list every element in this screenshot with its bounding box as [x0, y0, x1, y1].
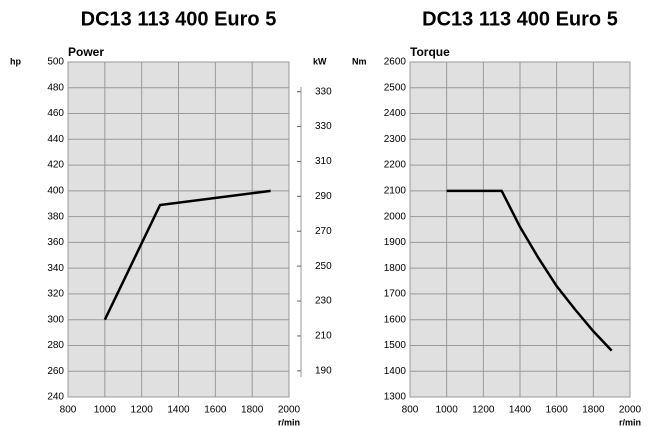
- y-tick-label: 400: [47, 185, 64, 196]
- y-tick-label: 300: [47, 314, 64, 325]
- chart-subtitle: Torque: [410, 45, 450, 59]
- x-tick-label: 1200: [131, 405, 154, 416]
- y-tick-label: 500: [47, 57, 64, 68]
- y2-tick-label: 310: [315, 156, 332, 167]
- x-tick-label: 1200: [472, 405, 495, 416]
- data-line: [446, 189, 613, 352]
- y-tick-label: 1800: [384, 263, 407, 274]
- y-tick-label: 1600: [384, 314, 407, 325]
- x-tick-label: 2000: [619, 405, 642, 416]
- y-tick-label: 240: [47, 392, 64, 403]
- y-tick-label: 360: [47, 237, 64, 248]
- y-tick-label: 1900: [384, 237, 407, 248]
- x-tick-label: 800: [402, 405, 419, 416]
- chart-subtitle: Power: [68, 45, 104, 59]
- y-tick-label: 2200: [384, 160, 407, 171]
- chart-title: DC13 113 400 Euro 5: [81, 8, 277, 30]
- y2-tick-label: 250: [315, 261, 332, 272]
- x-tick-label: 800: [60, 405, 77, 416]
- x-tick-label: 1800: [582, 405, 605, 416]
- y2-tick-label: 230: [315, 296, 332, 307]
- y-tick-label: 1500: [384, 340, 407, 351]
- y2-tick-label: 270: [315, 226, 332, 237]
- x-axis-label: r/min: [278, 417, 300, 427]
- x-tick-label: 1000: [436, 405, 459, 416]
- x-tick-label: 1600: [546, 405, 569, 416]
- y2-tick-label: 210: [315, 331, 332, 342]
- x-tick-label: 1600: [204, 405, 227, 416]
- y2-tick-label: 190: [315, 365, 332, 376]
- y-tick-label: 260: [47, 366, 64, 377]
- y-axis-label: Nm: [352, 56, 367, 66]
- x-tick-label: 1000: [94, 405, 117, 416]
- x-tick-label: 1400: [167, 405, 190, 416]
- y-tick-label: 480: [47, 82, 64, 93]
- y-tick-label: 2500: [384, 82, 407, 93]
- y-tick-label: 2600: [384, 57, 407, 68]
- x-tick-label: 1800: [241, 405, 264, 416]
- y-tick-label: 2100: [384, 185, 407, 196]
- y-tick-label: 2300: [384, 134, 407, 145]
- y-tick-label: 280: [47, 340, 64, 351]
- y2-tick-label: 290: [315, 191, 332, 202]
- y-tick-label: 2400: [384, 108, 407, 119]
- y-tick-label: 420: [47, 160, 64, 171]
- y-tick-label: 1700: [384, 289, 407, 300]
- y-tick-label: 440: [47, 134, 64, 145]
- y-tick-label: 1400: [384, 366, 407, 377]
- y-tick-label: 340: [47, 263, 64, 274]
- y-tick-label: 460: [47, 108, 64, 119]
- y2-tick-label: 330: [315, 86, 332, 97]
- chart-title: DC13 113 400 Euro 5: [422, 8, 618, 30]
- y-tick-label: 320: [47, 289, 64, 300]
- y-tick-label: 380: [47, 211, 64, 222]
- x-tick-label: 2000: [278, 405, 301, 416]
- y2-tick-label: 330: [315, 121, 332, 132]
- data-line: [103, 189, 271, 321]
- y2-axis-label: kW: [313, 56, 327, 66]
- y-tick-label: 2000: [384, 211, 407, 222]
- x-tick-label: 1400: [509, 405, 532, 416]
- y-axis-label: hp: [10, 56, 21, 66]
- y-tick-label: 1300: [384, 392, 407, 403]
- x-axis-label: r/min: [619, 417, 641, 427]
